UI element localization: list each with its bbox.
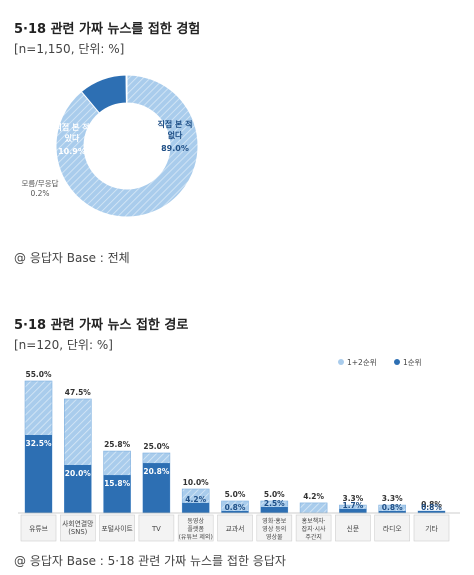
category-label: 동영상 xyxy=(187,517,204,525)
legend-swatch-first xyxy=(394,359,400,365)
legend-swatch-total xyxy=(338,359,344,365)
bar-total-label: 10.0% xyxy=(183,478,210,487)
pie-slice-unknown xyxy=(125,74,128,104)
bar-chart: 1+2순위 1순위 55.0% 32.5% 유튜브 47.5% 20.0% 사회연결망(SNS… xyxy=(18,358,460,542)
category-label: 기타 xyxy=(425,524,438,533)
bar-first xyxy=(260,507,288,513)
category-box xyxy=(413,514,450,542)
pie-label-seen: 있다 xyxy=(65,133,80,143)
category-box xyxy=(256,514,293,542)
pie-label-not-seen: 없다 xyxy=(168,130,183,140)
pie-chart-title: 5·18 관련 가짜 뉴스를 접한 경험 xyxy=(14,22,201,37)
category-label: 영화·홍보 xyxy=(262,517,286,525)
bar-first-label: 2.5% xyxy=(264,499,285,508)
bar-total-label: 4.2% xyxy=(303,492,324,501)
category-label: 라디오 xyxy=(383,524,402,533)
bar-first xyxy=(378,511,406,513)
bar-first xyxy=(221,511,249,513)
category-box xyxy=(177,514,214,542)
bar-first-label: 0.8% xyxy=(421,503,442,512)
bar-base-note: @ 응답자 Base : 5·18 관련 가짜 뉴스를 접한 응답자 xyxy=(14,554,286,568)
legend-label-first: 1순위 xyxy=(403,358,422,367)
category-label: 교과서 xyxy=(226,524,245,533)
bar-first-label: 32.5% xyxy=(25,439,52,448)
bar-chart-title: 5·18 관련 가짜 뉴스 접한 경로 xyxy=(14,318,189,333)
bar-first-label: 0.8% xyxy=(382,503,403,512)
bar-total-label: 3.3% xyxy=(342,494,363,503)
bar-chart-subtitle: [n=120, 단위: %] xyxy=(14,338,113,352)
bar-first xyxy=(339,508,367,513)
bar-total-label: 47.5% xyxy=(65,388,92,397)
pie-label-not-seen: 직접 본 적 xyxy=(157,119,192,129)
category-box xyxy=(99,514,135,542)
category-label: 사회연결망 xyxy=(62,519,93,528)
bar-total-label: 5.0% xyxy=(225,490,246,499)
bar-first-label: 0.8% xyxy=(225,503,246,512)
pie-label-seen: 직접 본 적 xyxy=(54,122,89,132)
category-label: 영상 등의 xyxy=(262,525,286,533)
bar-first-label: 20.0% xyxy=(65,469,92,478)
bar-total-label: 3.3% xyxy=(382,494,403,503)
bar-total-label: 5.0% xyxy=(264,490,285,499)
pie-value-seen: 10.9% xyxy=(58,147,86,156)
bar-first xyxy=(103,475,131,513)
bar-total-label: 25.0% xyxy=(143,442,170,451)
bar-first xyxy=(418,511,445,513)
pie-base-note: @ 응답자 Base : 전체 xyxy=(14,251,130,265)
category-label: 잡지·시사 xyxy=(302,525,326,533)
category-label: 플랫폼 xyxy=(187,525,204,533)
category-box xyxy=(138,514,175,542)
category-box xyxy=(295,514,332,542)
pie-slice-not-seen xyxy=(55,74,199,218)
chart-legend: 1+2순위 1순위 xyxy=(338,358,422,367)
pie-value-unknown: 0.2% xyxy=(30,189,49,198)
bar-first-label: 4.2% xyxy=(185,495,206,504)
category-label: (SNS) xyxy=(68,528,87,536)
bar-first-label: 1.7% xyxy=(342,501,363,510)
legend-label-total: 1+2순위 xyxy=(347,358,377,367)
bar-total xyxy=(299,502,328,514)
category-label: 영상물 xyxy=(266,533,283,541)
pie-value-not-seen: 89.0% xyxy=(161,144,189,153)
bar-first-label: 15.8% xyxy=(104,479,131,488)
category-label: 홍보책자· xyxy=(302,517,326,525)
category-label: 포털사이트 xyxy=(101,524,132,533)
bar-first xyxy=(25,435,52,513)
category-box xyxy=(335,514,371,542)
category-box xyxy=(59,514,96,542)
pie-chart-subtitle: [n=1,150, 단위: %] xyxy=(14,42,125,56)
bar-first-label: 20.8% xyxy=(143,467,170,476)
category-box xyxy=(217,514,253,542)
category-label: (유튜브 제외) xyxy=(179,533,213,541)
category-label: 신문 xyxy=(347,524,360,533)
bar-first xyxy=(182,502,210,513)
category-box xyxy=(374,514,411,542)
category-label: 주간지 xyxy=(305,533,322,541)
bar-first xyxy=(142,463,170,513)
bar-total-label: 0.8% xyxy=(421,500,442,509)
pie-label-unknown: 모름/무응답 xyxy=(21,178,58,188)
category-label: TV xyxy=(151,525,161,533)
bar-total-label: 55.0% xyxy=(25,370,52,379)
category-box xyxy=(20,514,57,542)
category-label: 유튜브 xyxy=(29,525,48,533)
bar-total-label: 25.8% xyxy=(104,440,131,449)
bar-first xyxy=(64,465,92,513)
